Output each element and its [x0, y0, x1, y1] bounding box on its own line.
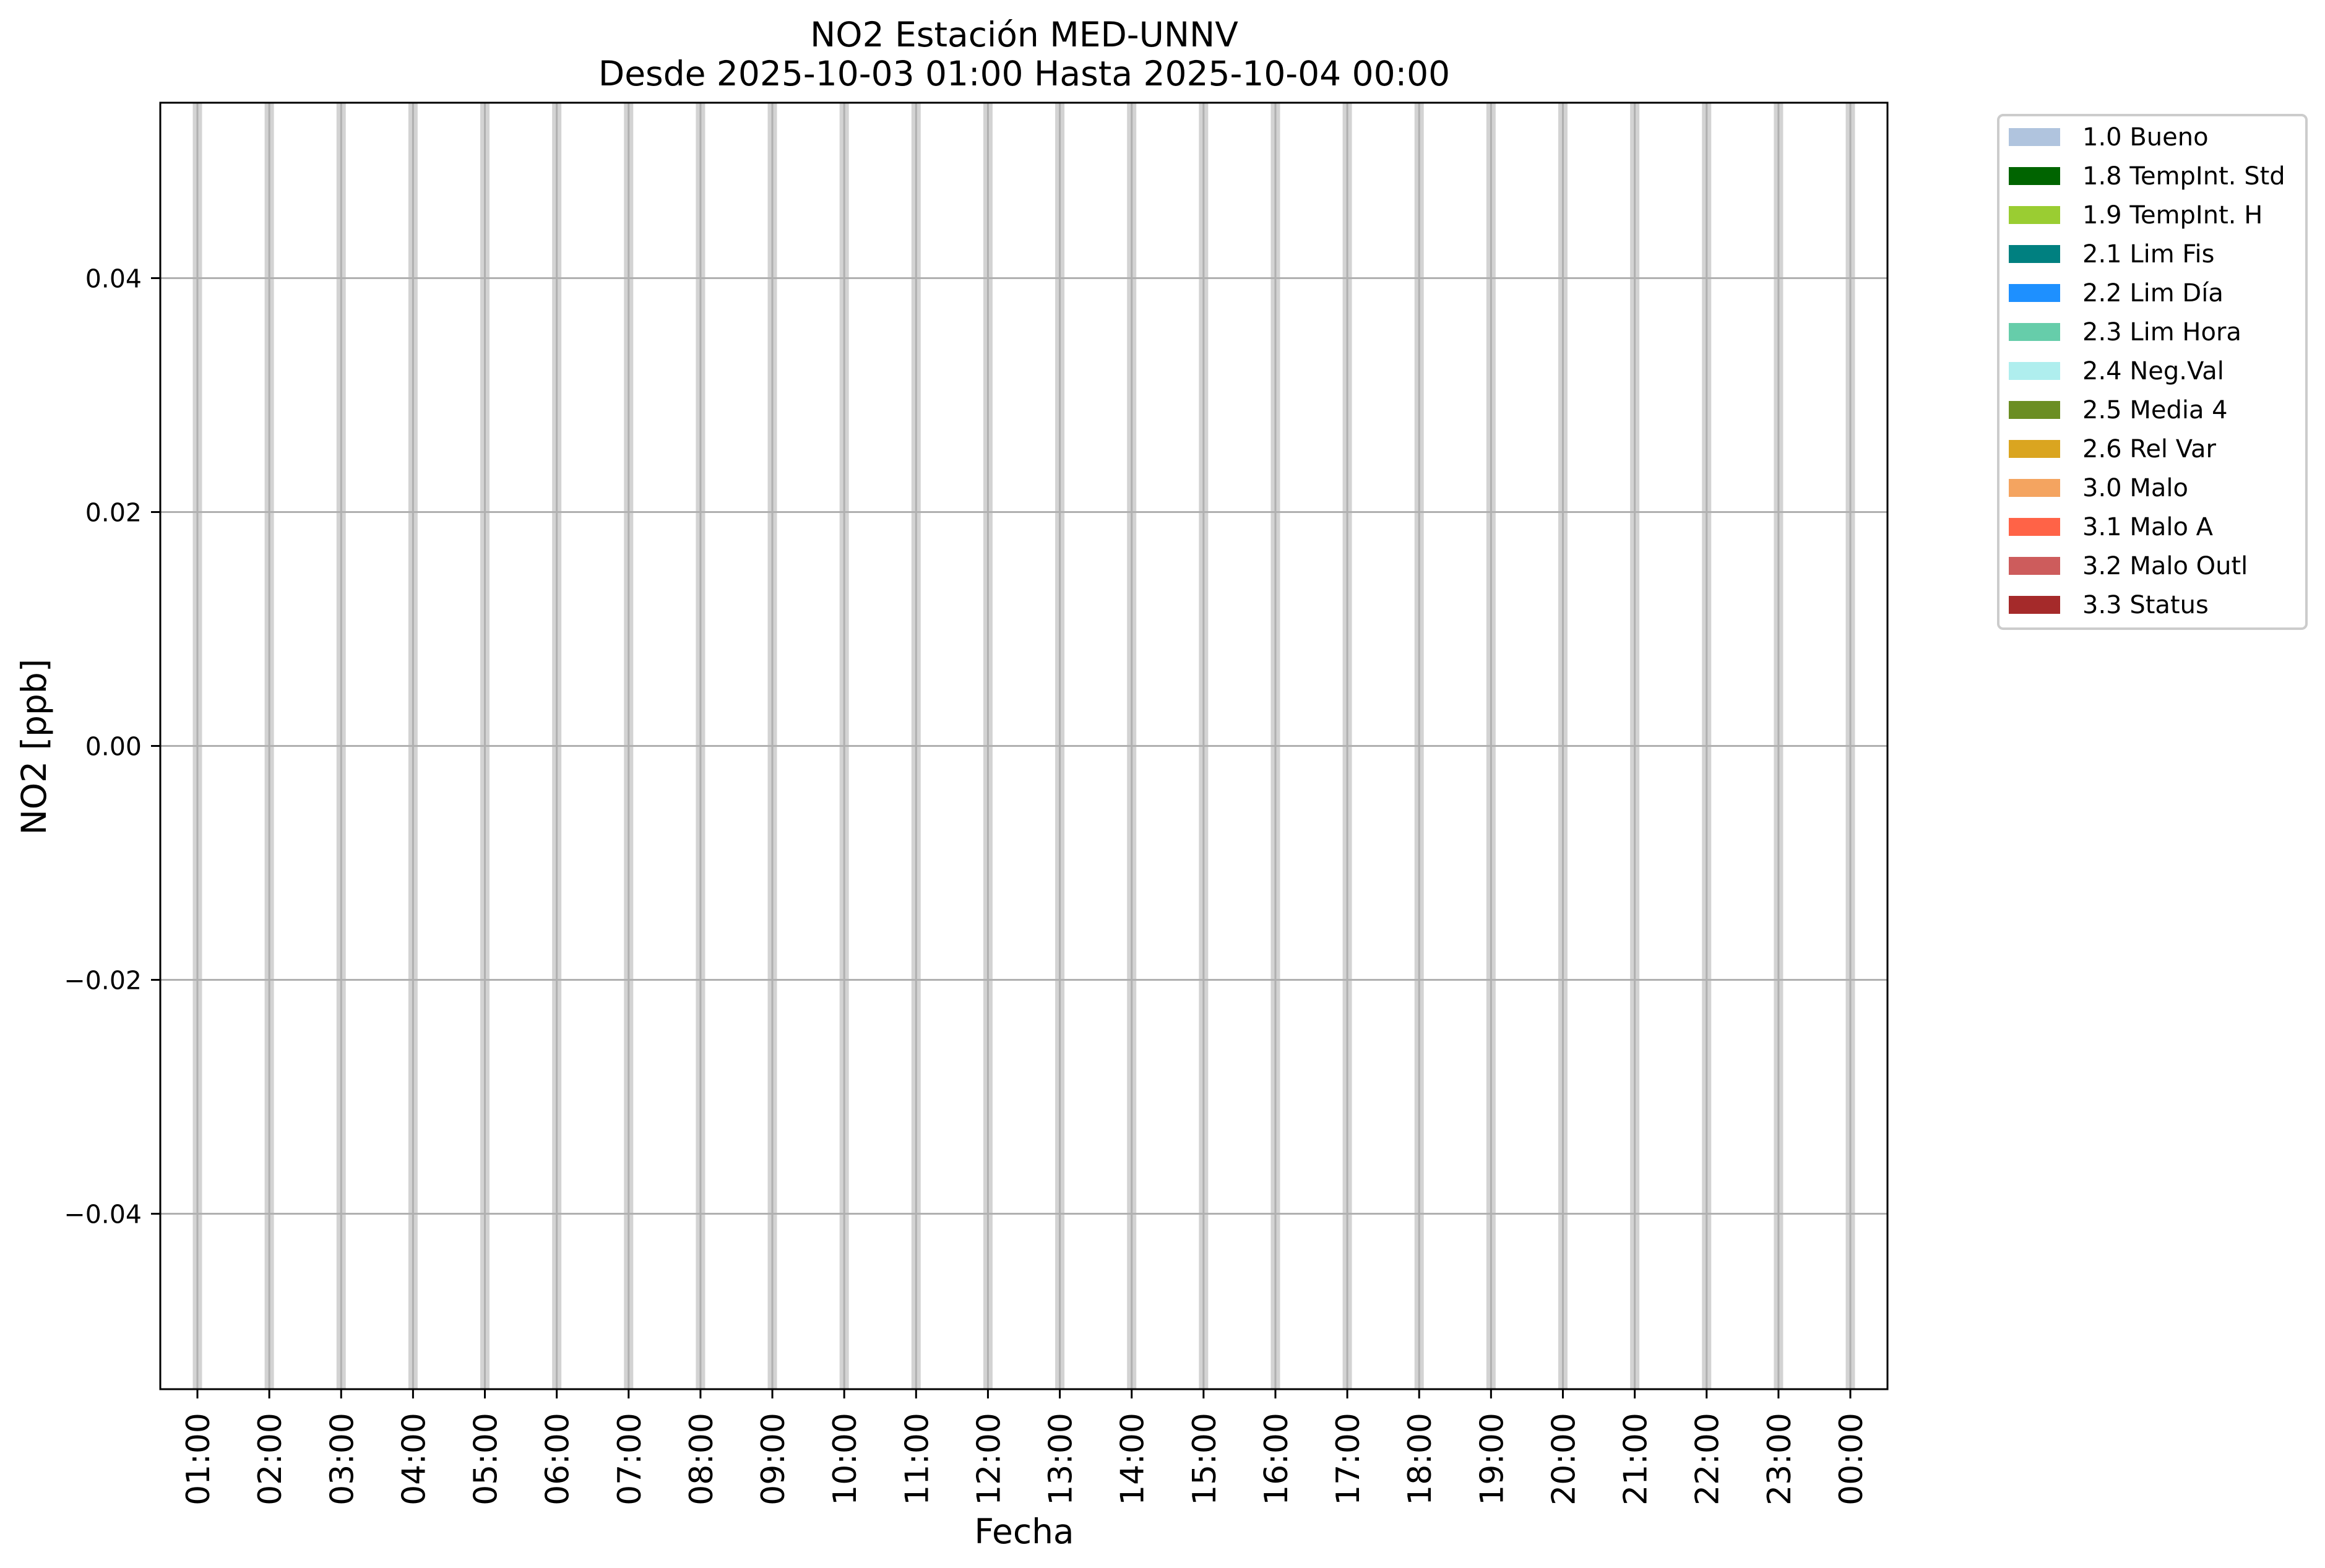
y-axis-label: NO2 [ppb] [14, 659, 54, 835]
x-tick-label: 01:00 [180, 1413, 217, 1506]
legend-item: 2.1 Lim Fis [2009, 240, 2214, 269]
legend-swatch [2009, 362, 2060, 380]
x-tick-label: 13:00 [1043, 1413, 1080, 1506]
x-tick-label: 08:00 [683, 1413, 720, 1506]
legend: 1.0 Bueno 1.8 TempInt. Std 1.9 TempInt. H 2… [1997, 114, 2308, 630]
x-tick-label: 18:00 [1402, 1413, 1439, 1506]
legend-item: 3.1 Malo A [2009, 513, 2214, 541]
legend-swatch [2009, 128, 2060, 146]
x-tick-label: 21:00 [1618, 1413, 1655, 1506]
x-axis-label: Fecha [974, 1512, 1074, 1551]
legend-item: 2.2 Lim Día [2009, 279, 2224, 308]
legend-label: 2.1 Lim Fis [2082, 240, 2214, 269]
y-tick-label: −0.04 [64, 1200, 142, 1230]
legend-swatch [2009, 284, 2060, 302]
x-tick-label: 23:00 [1761, 1413, 1798, 1506]
legend-item: 1.8 TempInt. Std [2009, 162, 2285, 191]
x-tick-label: 04:00 [395, 1413, 433, 1506]
x-tick-label: 14:00 [1115, 1413, 1152, 1506]
plot-area: 0.04 0.02 0.00 −0.02 −0.04 01:00 02:00 03:00 04:… [64, 101, 1889, 1506]
legend-item: 2.6 Rel Var [2009, 435, 2217, 463]
chart-subtitle: Desde 2025-10-03 01:00 Hasta 2025-10-04 … [598, 54, 1450, 93]
y-tick-label: 0.02 [85, 498, 142, 528]
y-tick-label: −0.02 [64, 966, 142, 996]
legend-label: 1.0 Bueno [2082, 123, 2209, 152]
legend-label: 2.3 Lim Hora [2082, 318, 2241, 347]
legend-swatch [2009, 479, 2060, 497]
legend-swatch [2009, 557, 2060, 575]
y-tick-label: 0.00 [85, 732, 142, 762]
x-tick-label: 16:00 [1258, 1413, 1295, 1506]
x-tick-label: 15:00 [1186, 1413, 1223, 1506]
x-tick-label: 12:00 [970, 1413, 1007, 1506]
legend-label: 3.2 Malo Outl [2082, 552, 2248, 580]
legend-item: 2.4 Neg.Val [2009, 357, 2224, 386]
x-tick-label: 00:00 [1833, 1413, 1870, 1506]
legend-item: 1.9 TempInt. H [2009, 201, 2262, 230]
y-tick-label: 0.04 [85, 264, 142, 294]
legend-item: 2.5 Media 4 [2009, 396, 2228, 424]
legend-label: 3.3 Status [2082, 591, 2209, 619]
legend-swatch [2009, 323, 2060, 341]
axes-frame [159, 101, 1889, 1390]
x-tick-label: 02:00 [252, 1413, 289, 1506]
legend-item: 3.2 Malo Outl [2009, 552, 2248, 580]
legend-label: 3.0 Malo [2082, 474, 2188, 502]
x-tick-label: 09:00 [755, 1413, 792, 1506]
x-tick-label: 17:00 [1330, 1413, 1367, 1506]
x-tick-label: 06:00 [540, 1413, 577, 1506]
legend-swatch [2009, 401, 2060, 419]
legend-swatch [2009, 206, 2060, 224]
x-tick-label: 05:00 [468, 1413, 505, 1506]
legend-box [1997, 114, 2308, 630]
legend-item: 2.3 Lim Hora [2009, 318, 2241, 347]
x-tick-label: 11:00 [899, 1413, 936, 1506]
x-tick-label: 03:00 [324, 1413, 361, 1506]
legend-swatch [2009, 440, 2060, 458]
legend-swatch [2009, 596, 2060, 614]
legend-item: 1.0 Bueno [2009, 123, 2209, 152]
legend-swatch [2009, 518, 2060, 536]
legend-label: 2.4 Neg.Val [2082, 357, 2224, 386]
x-tick-label: 22:00 [1689, 1413, 1727, 1506]
chart-title: NO2 Estación MED-UNNV [810, 15, 1238, 54]
legend-label: 2.2 Lim Día [2082, 279, 2224, 308]
legend-label: 1.9 TempInt. H [2082, 201, 2262, 230]
legend-label: 2.5 Media 4 [2082, 396, 2228, 424]
x-tick-label: 20:00 [1545, 1413, 1582, 1506]
x-tick-label: 19:00 [1473, 1413, 1511, 1506]
legend-label: 2.6 Rel Var [2082, 435, 2217, 463]
legend-swatch [2009, 167, 2060, 185]
legend-label: 3.1 Malo A [2082, 513, 2214, 541]
x-tick-label: 10:00 [827, 1413, 864, 1506]
legend-item: 3.0 Malo [2009, 474, 2188, 502]
legend-item: 3.3 Status [2009, 591, 2209, 619]
legend-swatch [2009, 245, 2060, 263]
x-tick-label: 07:00 [611, 1413, 649, 1506]
legend-label: 1.8 TempInt. Std [2082, 162, 2285, 191]
